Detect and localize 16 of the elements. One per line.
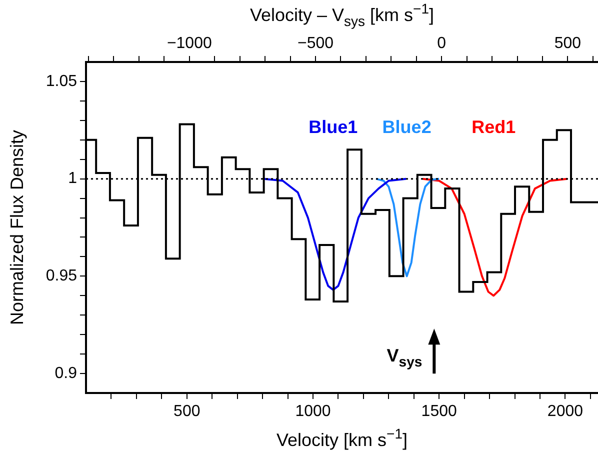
text: Blue2 [382, 117, 432, 138]
x-tick-label: 500 [174, 403, 200, 420]
x2-tick-label: −500 [297, 34, 334, 52]
text: Blue1 [308, 117, 358, 138]
y-axis-title: Normalized Flux Density [6, 130, 27, 326]
x2-tick-label: 0 [437, 34, 446, 52]
y-tick-label: 0.95 [46, 268, 78, 285]
y-tick-label: 1 [68, 170, 78, 188]
y-tick-label: 1.05 [46, 72, 78, 90]
x2-tick-label: −1000 [166, 34, 212, 52]
text: Red1 [472, 117, 516, 138]
x-tick-label: 2000 [547, 403, 584, 420]
x2-tick-label: 500 [554, 34, 582, 52]
x-tick-label: 1500 [421, 403, 457, 420]
y-tick-label: 0.9 [54, 364, 78, 382]
x-tick-label: 1000 [295, 403, 331, 420]
